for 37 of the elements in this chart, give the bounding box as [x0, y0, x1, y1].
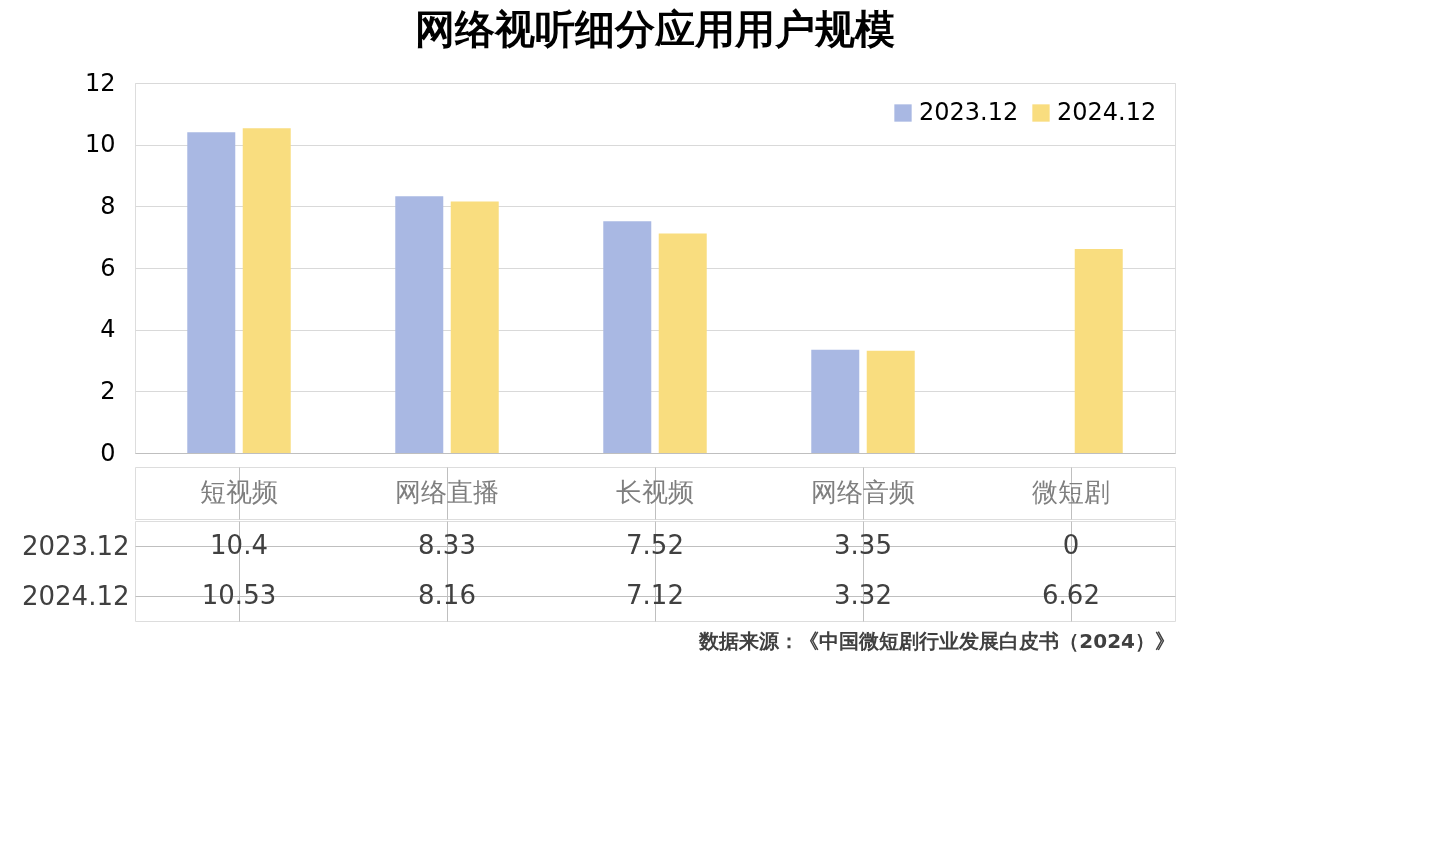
legend-label: 2023.12: [919, 98, 1019, 126]
x-tick-label: 短视频: [200, 477, 278, 507]
y-tick-label: 8: [100, 191, 116, 220]
y-tick-label: 0: [100, 438, 116, 467]
text: 2024.12: [21, 580, 130, 611]
data-label: 10.4: [210, 530, 268, 560]
x-tick-label: 网络音频: [811, 477, 915, 507]
bar: [450, 201, 499, 453]
data-label: 0: [1062, 530, 1080, 560]
data-label: 8.16: [418, 580, 476, 610]
data-label: 3.35: [834, 530, 892, 560]
y-tick-label: 2: [100, 376, 116, 405]
bar: [242, 128, 291, 453]
source-note: 数据来源：《中国微短剧行业发展白皮书（2024）》: [698, 629, 1175, 653]
bar: [658, 233, 707, 453]
chart-title: 网络视听细分应用用户规模: [415, 6, 895, 52]
x-tick-label: 网络直播: [395, 477, 499, 507]
bar: [395, 196, 444, 453]
bar: [187, 132, 236, 453]
y-tick-label: 6: [100, 253, 116, 282]
data-label: 8.33: [418, 530, 476, 560]
bar: [866, 350, 915, 453]
bar: [811, 349, 860, 453]
bar: [603, 221, 652, 453]
data-label: 3.32: [834, 580, 892, 610]
x-tick-label: 微短剧: [1032, 477, 1110, 507]
data-label: 10.53: [201, 580, 277, 610]
data-label: 6.62: [1042, 580, 1100, 610]
legend-label: 2024.12: [1057, 98, 1157, 126]
y-tick-label: 4: [100, 315, 116, 344]
bar: [1074, 248, 1123, 453]
y-tick-label: 10: [84, 130, 116, 159]
data-label: 7.52: [626, 530, 684, 560]
text: 2023.12: [21, 530, 130, 561]
y-tick-label: 12: [84, 68, 116, 97]
data-label: 7.12: [626, 580, 684, 610]
x-tick-label: 长视频: [616, 477, 694, 507]
